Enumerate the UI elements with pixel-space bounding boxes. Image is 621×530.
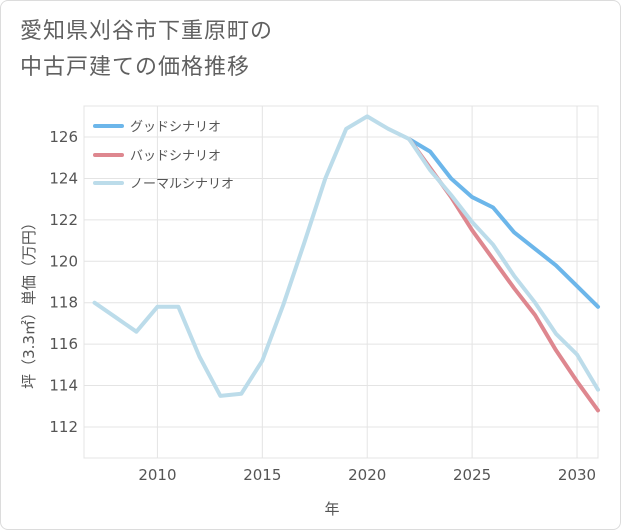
series-lines — [92, 114, 600, 413]
title-line-1: 愛知県刈谷市下重原町の — [20, 19, 274, 44]
legend-label-normal: ノーマルシナリオ — [130, 177, 234, 192]
y-tick-116: 116 — [49, 335, 78, 353]
x-tick-2010: 2010 — [138, 466, 176, 484]
legend-label-good: グッドシナリオ — [130, 120, 221, 135]
x-tick-2025: 2025 — [453, 466, 491, 484]
y-tick-126: 126 — [49, 128, 78, 146]
y-axis-title: 坪（3.3㎡）単価（万円） — [20, 215, 38, 389]
legend-label-bad: バッドシナリオ — [130, 149, 221, 164]
series-good — [407, 137, 600, 309]
x-tick-2030: 2030 — [558, 466, 596, 484]
y-tick-122: 122 — [49, 211, 78, 229]
plot-area — [83, 105, 599, 459]
title-line-2: 中古戸建ての価格推移 — [20, 55, 251, 80]
legend[interactable]: グッドシナリオ バッドシナリオ ノーマルシナリオ — [93, 120, 234, 192]
y-tick-112: 112 — [49, 418, 78, 436]
chart-title: 愛知県刈谷市下重原町の 中古戸建ての価格推移 — [20, 14, 273, 86]
y-tick-114: 114 — [49, 377, 78, 395]
x-tick-labels: 2010 2015 2020 2025 2030 — [138, 466, 596, 484]
y-tick-labels: 112 114 116 118 120 122 124 126 — [49, 128, 78, 436]
y-tick-120: 120 — [49, 252, 78, 270]
series-normal — [92, 114, 600, 398]
x-tick-2020: 2020 — [348, 466, 386, 484]
x-tick-2015: 2015 — [243, 466, 281, 484]
y-tick-118: 118 — [49, 294, 78, 312]
x-axis-title: 年 — [324, 500, 339, 518]
grid — [84, 106, 598, 458]
y-tick-124: 124 — [49, 169, 78, 187]
